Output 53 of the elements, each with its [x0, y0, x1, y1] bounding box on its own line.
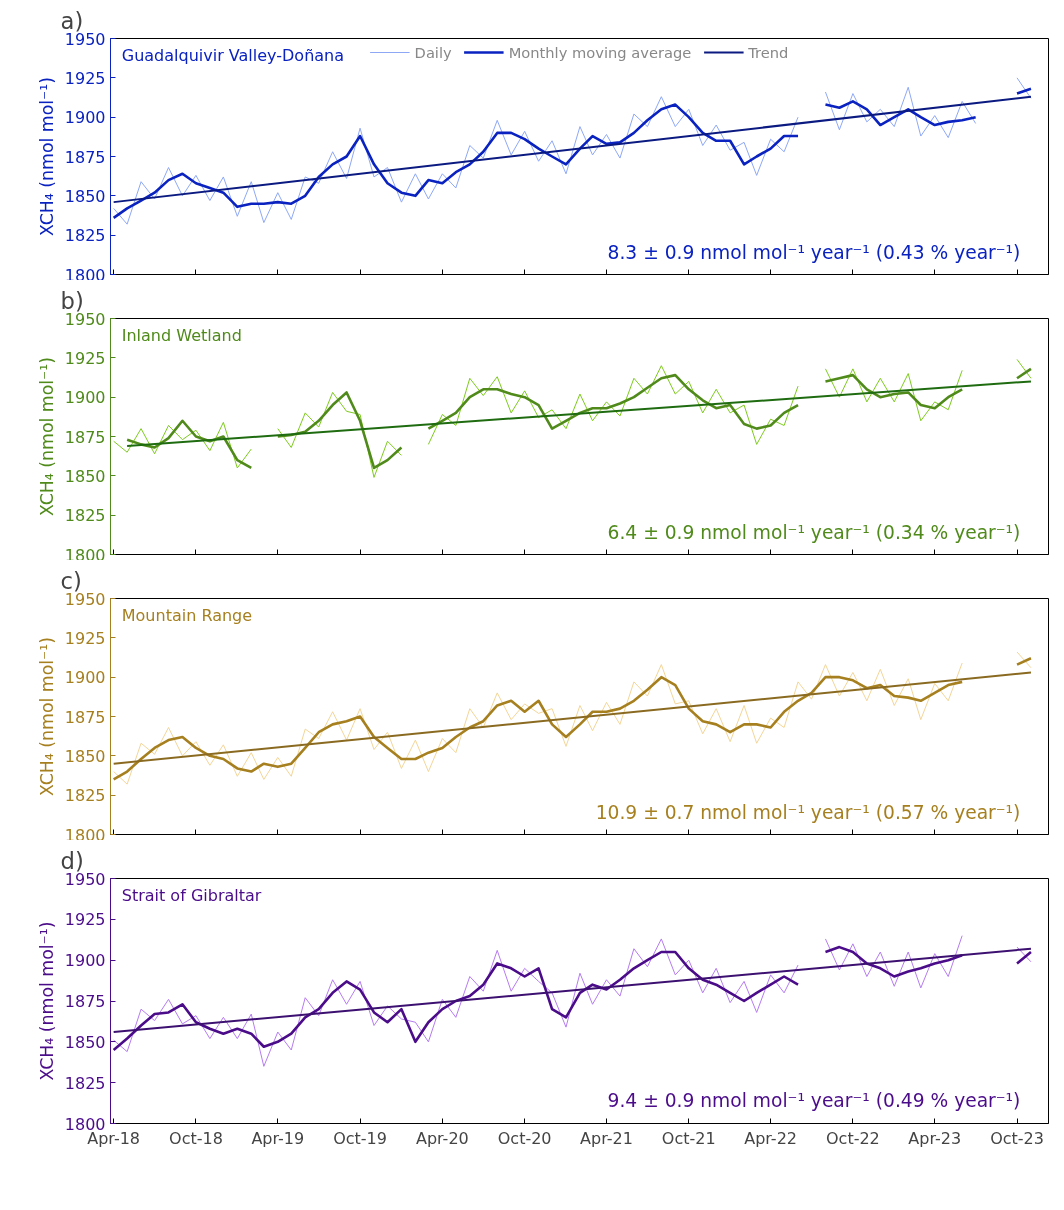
y-tick-label: 1850 — [64, 746, 106, 766]
y-tick-label: 1850 — [64, 466, 106, 486]
y-tick-label: 1875 — [64, 707, 106, 727]
annotation: Inland Wetland — [121, 325, 242, 345]
y-tick-label: 1925 — [64, 348, 106, 368]
annotation: 9.4 ± 0.9 nmol mol⁻¹ year⁻¹ (0.49 % year⁻¹) — [607, 1090, 1021, 1112]
y-tick-label: 1900 — [64, 388, 106, 408]
x-tick-label: Oct-19 — [333, 1128, 387, 1148]
legend-label: Trend — [748, 43, 789, 61]
x-tick-label: Apr-20 — [415, 1128, 469, 1148]
x-tick-label: Oct-18 — [169, 1128, 223, 1148]
y-tick-label: 1925 — [64, 68, 106, 88]
y-tick-label: 1825 — [64, 226, 106, 246]
legend-label: Daily — [414, 43, 452, 61]
y-tick-label: 1800 — [64, 825, 106, 845]
y-tick-label: 1800 — [64, 265, 106, 285]
y-tick-label: 1925 — [64, 628, 106, 648]
y-tick-label: 1900 — [64, 951, 106, 971]
y-tick-label: 1825 — [64, 506, 106, 526]
x-tick-label: Oct-20 — [497, 1128, 552, 1148]
annotation: 6.4 ± 0.9 nmol mol⁻¹ year⁻¹ (0.34 % year⁻¹) — [607, 521, 1021, 543]
y-axis-title: XCH₄ (nmol mol⁻¹) — [36, 921, 57, 1081]
legend-label: Monthly moving average — [508, 43, 692, 61]
y-tick-label: 1875 — [64, 427, 106, 447]
x-tick-label: Apr-22 — [744, 1128, 798, 1148]
annotation: Strait of Gibraltar — [121, 885, 262, 905]
x-tick-label: Apr-23 — [908, 1128, 962, 1148]
x-tick-label: Oct-23 — [990, 1128, 1044, 1148]
annotation: 8.3 ± 0.9 nmol mol⁻¹ year⁻¹ (0.43 % year⁻¹) — [607, 241, 1021, 263]
chart-title: b) — [60, 287, 84, 314]
y-axis-title: XCH₄ (nmol mol⁻¹) — [36, 637, 57, 796]
x-tick-label: Apr-21 — [580, 1128, 633, 1148]
annotation: Guadalquivir Valley-Doñana — [121, 45, 345, 65]
y-tick-label: 1850 — [64, 186, 106, 206]
chart-title: c) — [60, 567, 82, 594]
y-tick-label: 1925 — [64, 910, 106, 930]
y-tick-label: 1825 — [64, 786, 106, 806]
annotation: 10.9 ± 0.7 nmol mol⁻¹ year⁻¹ (0.57 % year⁻¹) — [595, 801, 1021, 823]
x-tick-label: Apr-19 — [251, 1128, 305, 1148]
y-tick-label: 1850 — [64, 1032, 106, 1052]
x-tick-label: Oct-22 — [826, 1128, 880, 1148]
y-axis-title: XCH₄ (nmol mol⁻¹) — [36, 77, 57, 236]
y-tick-label: 1900 — [64, 108, 106, 128]
y-tick-label: 1900 — [64, 668, 106, 688]
x-tick-label: Oct-21 — [661, 1128, 716, 1148]
chart-title: a) — [60, 7, 84, 34]
y-tick-label: 1875 — [64, 147, 106, 167]
chart-title: d) — [60, 847, 84, 874]
y-tick-label: 1825 — [64, 1073, 106, 1093]
y-tick-label: 1800 — [64, 545, 106, 565]
annotation: Mountain Range — [121, 605, 253, 625]
y-axis-title: XCH₄ (nmol mol⁻¹) — [36, 357, 57, 516]
y-tick-label: 1875 — [64, 992, 106, 1011]
